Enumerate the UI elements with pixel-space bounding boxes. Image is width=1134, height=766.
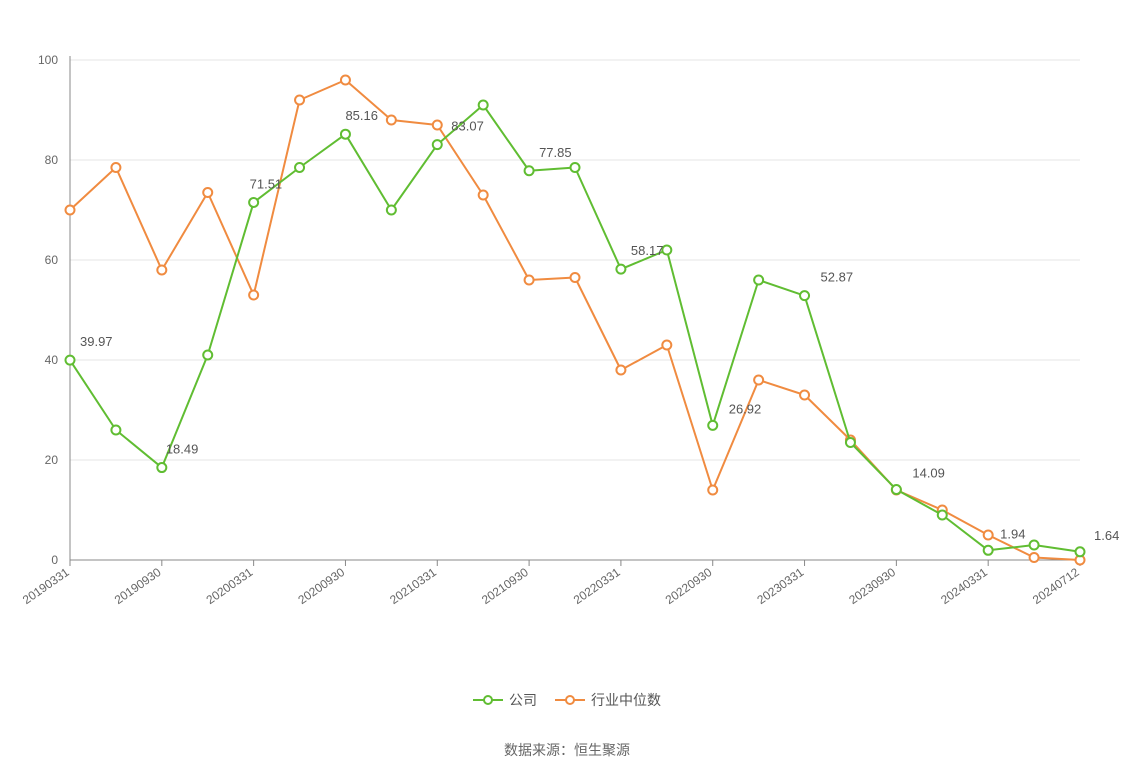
legend-label-industry: 行业中位数: [591, 690, 661, 710]
svg-text:83.07: 83.07: [451, 119, 484, 134]
svg-text:40: 40: [45, 353, 59, 367]
svg-text:1.94: 1.94: [1000, 526, 1025, 541]
legend-swatch-company: [473, 693, 503, 707]
svg-text:100: 100: [38, 53, 58, 67]
svg-text:52.87: 52.87: [821, 270, 854, 285]
legend: 公司 行业中位数: [0, 690, 1134, 710]
svg-text:80: 80: [45, 153, 59, 167]
legend-label-company: 公司: [509, 690, 537, 710]
legend-dot-industry: [565, 695, 575, 705]
data-source: 数据来源：恒生聚源: [0, 740, 1134, 760]
legend-dot-company: [483, 695, 493, 705]
svg-text:0: 0: [51, 553, 58, 567]
svg-text:18.49: 18.49: [166, 442, 199, 457]
svg-text:1.64: 1.64: [1094, 528, 1119, 543]
svg-text:85.16: 85.16: [345, 108, 378, 123]
legend-item-company[interactable]: 公司: [473, 690, 537, 710]
svg-text:26.92: 26.92: [729, 401, 762, 416]
svg-text:39.97: 39.97: [80, 334, 113, 349]
line-chart: 0204060801002019033120190930202003312020…: [0, 0, 1134, 766]
svg-text:77.85: 77.85: [539, 145, 572, 160]
svg-text:20: 20: [45, 453, 59, 467]
chart-container: 市净率（TTM）历史百分位（%） 02040608010020190331201…: [0, 0, 1134, 766]
legend-item-industry[interactable]: 行业中位数: [555, 690, 661, 710]
svg-text:58.17: 58.17: [631, 243, 664, 258]
svg-text:14.09: 14.09: [912, 466, 945, 481]
svg-text:71.51: 71.51: [250, 176, 283, 191]
svg-text:60: 60: [45, 253, 59, 267]
legend-swatch-industry: [555, 693, 585, 707]
